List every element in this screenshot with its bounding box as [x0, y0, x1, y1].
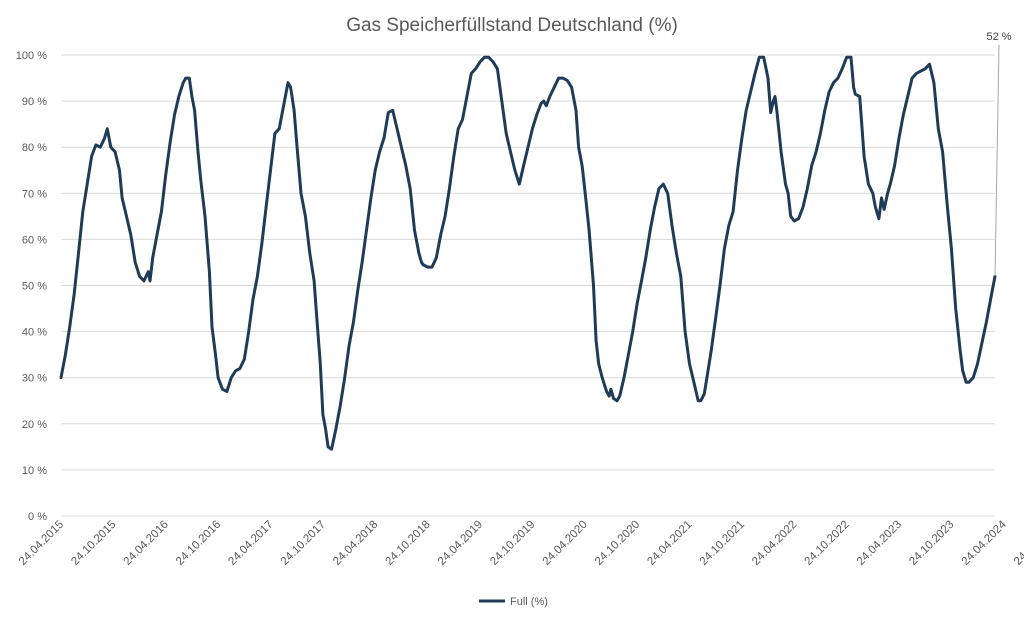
x-tick-label: 24.04.2022	[750, 519, 799, 568]
y-tick-label: 0 %	[28, 511, 47, 523]
y-tick-label: 70 %	[22, 188, 47, 200]
annotation-last-value: 52 %	[986, 31, 1011, 43]
x-tick-label: 24.04.2015	[17, 519, 66, 568]
y-tick-label: 90 %	[22, 96, 47, 108]
y-tick-label: 20 %	[22, 419, 47, 431]
annotation-leader-line	[994, 44, 1000, 277]
x-tick-label: 24.04.2024	[960, 518, 1010, 568]
x-tick-label: 24.04.2018	[331, 519, 380, 568]
legend: Full (%)	[479, 596, 548, 608]
x-tick-label: 24.04.2021	[645, 519, 694, 568]
series-line-full	[59, 55, 997, 451]
x-tick-label: 24.10.2024	[1012, 518, 1024, 568]
x-tick-label: 24.10.2018	[384, 519, 433, 568]
legend-label-full: Full (%)	[510, 596, 548, 608]
y-tick-label: 80 %	[22, 142, 47, 154]
x-tick-label: 24.04.2019	[436, 519, 485, 568]
x-tick-label: 24.10.2020	[593, 519, 642, 568]
x-tick-label: 24.10.2015	[69, 519, 118, 568]
x-tick-label: 24.10.2019	[488, 519, 537, 568]
x-tick-label: 24.10.2023	[907, 519, 956, 568]
x-tick-label: 24.10.2017	[279, 519, 328, 568]
x-tick-label: 24.04.2017	[226, 519, 275, 568]
y-tick-label: 100 %	[16, 50, 47, 62]
x-axis-ticks: 24.04.2015 24.10.2015 24.04.2016 24.10.2016…	[17, 518, 1024, 568]
x-tick-label: 24.04.2023	[855, 519, 904, 568]
x-tick-label: 24.10.2022	[803, 519, 852, 568]
gridlines	[61, 54, 995, 517]
x-tick-label: 24.04.2016	[122, 519, 171, 568]
y-tick-label: 40 %	[22, 327, 47, 339]
y-tick-label: 60 %	[22, 234, 47, 246]
y-tick-label: 10 %	[22, 465, 47, 477]
x-tick-label: 24.04.2020	[541, 519, 590, 568]
chart-title: Gas Speicherfüllstand Deutschland (%)	[346, 15, 678, 36]
y-axis-ticks: 0 % 10 % 20 % 30 % 40 % 50 % 60 % 70 % 80 % 90 % 1…	[16, 50, 47, 523]
x-tick-label: 24.10.2021	[698, 519, 747, 568]
x-tick-label: 24.10.2016	[174, 519, 223, 568]
y-tick-label: 50 %	[22, 281, 47, 293]
y-tick-label: 30 %	[22, 373, 47, 385]
